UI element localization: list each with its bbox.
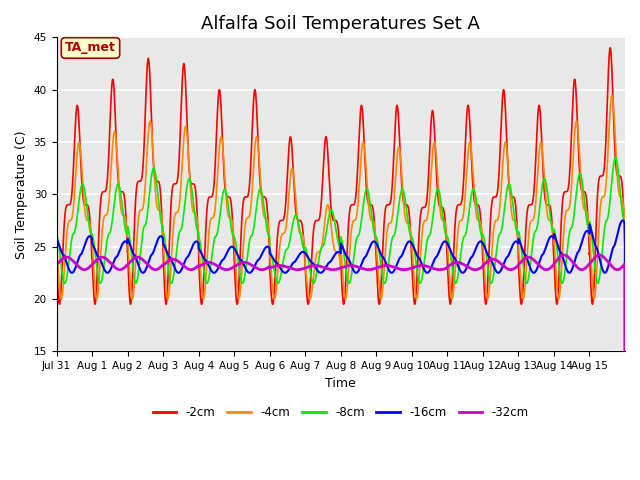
-4cm [420, 218, 428, 224]
-2cm [420, 204, 428, 210]
-8cm [473, 200, 481, 206]
Legend: -2cm, -4cm, -8cm, -16cm, -32cm: -2cm, -4cm, -8cm, -16cm, -32cm [148, 401, 534, 424]
-32cm [498, 262, 506, 267]
Line: -4cm: -4cm [56, 95, 625, 480]
-4cm [432, 145, 440, 151]
Text: TA_met: TA_met [65, 41, 116, 54]
-16cm [52, 236, 60, 241]
Line: -2cm: -2cm [56, 48, 625, 480]
Line: -16cm: -16cm [56, 220, 625, 480]
-4cm [498, 179, 506, 184]
Title: Alfalfa Soil Temperatures Set A: Alfalfa Soil Temperatures Set A [202, 15, 480, 33]
-4cm [608, 92, 616, 98]
-16cm [490, 262, 497, 268]
-2cm [490, 194, 497, 200]
-32cm [52, 262, 60, 267]
-8cm [420, 260, 428, 265]
-8cm [52, 231, 60, 237]
-32cm [432, 266, 440, 272]
-16cm [432, 254, 440, 260]
-4cm [490, 230, 497, 236]
-32cm [490, 256, 497, 262]
-8cm [490, 274, 497, 280]
-8cm [432, 193, 440, 199]
-2cm [432, 153, 440, 158]
-16cm [498, 266, 506, 272]
-32cm [596, 252, 604, 258]
Y-axis label: Soil Temperature (C): Soil Temperature (C) [15, 130, 28, 259]
-32cm [420, 263, 428, 269]
-32cm [150, 267, 158, 273]
-2cm [150, 172, 158, 178]
-2cm [473, 202, 481, 208]
-4cm [150, 174, 158, 180]
-16cm [473, 243, 481, 249]
X-axis label: Time: Time [325, 377, 356, 390]
Line: -8cm: -8cm [56, 158, 625, 480]
-32cm [473, 267, 481, 273]
-4cm [52, 241, 60, 247]
-16cm [619, 217, 627, 223]
-2cm [606, 45, 614, 51]
-4cm [473, 214, 481, 220]
-8cm [612, 155, 620, 161]
-8cm [498, 227, 506, 232]
-2cm [498, 110, 506, 116]
-8cm [150, 167, 158, 172]
-16cm [420, 267, 428, 273]
-16cm [150, 246, 158, 252]
Line: -32cm: -32cm [56, 255, 625, 480]
-2cm [52, 258, 60, 264]
